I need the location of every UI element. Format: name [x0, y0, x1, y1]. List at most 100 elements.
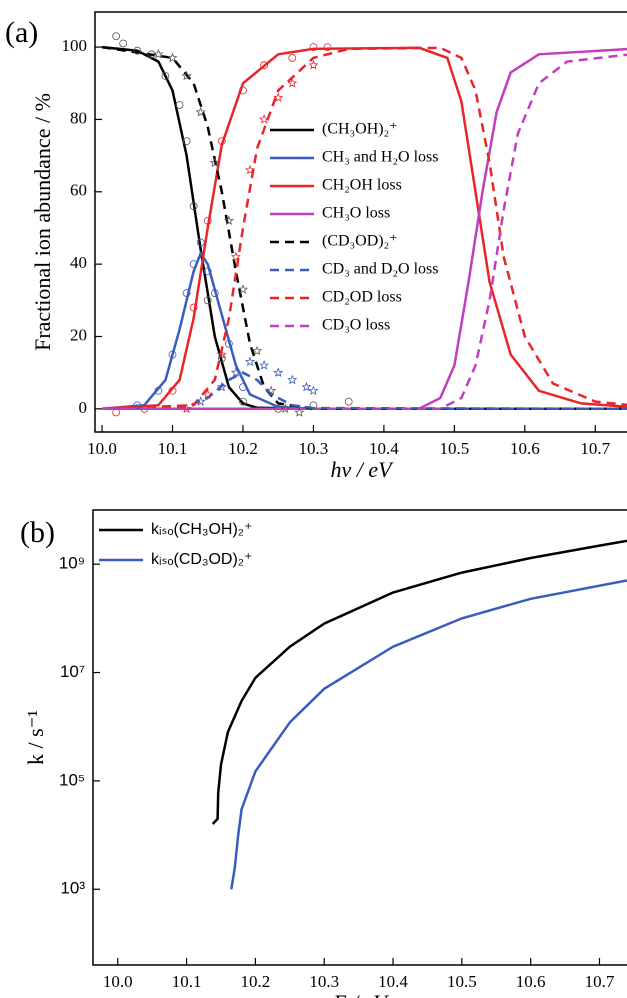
x-tick-label: 10.1: [158, 439, 188, 458]
data-point: [195, 396, 206, 406]
y-tick-label: 10⁹: [59, 554, 85, 573]
data-point: [237, 284, 249, 294]
data-point: [344, 397, 353, 406]
data-point: [239, 86, 247, 95]
line: [102, 53, 627, 411]
data-point: [323, 43, 332, 51]
data-point: [216, 381, 227, 392]
data-point: [133, 46, 142, 55]
data-point: [195, 106, 206, 117]
data-point: [224, 339, 233, 348]
x-tick-label: 10.4: [369, 439, 399, 458]
x-axis-label: E / eV: [332, 990, 389, 998]
data-point: [112, 408, 121, 417]
x-tick-label: 10.7: [580, 439, 610, 458]
y-tick-label: 60: [70, 181, 87, 200]
data-point: [217, 354, 226, 363]
legend-label: CD₂OD loss: [322, 289, 402, 306]
data-point: [287, 374, 298, 385]
data-point: [119, 39, 128, 48]
data-point: [189, 202, 198, 211]
data-point: [308, 59, 319, 70]
legend-label: (CD₃OD)₂⁺: [322, 233, 398, 250]
x-tick-label: 10.6: [516, 972, 546, 991]
line: [230, 579, 627, 890]
line: [102, 47, 627, 411]
line: [101, 45, 627, 411]
data-point: [216, 349, 227, 359]
axis-frame: [94, 11, 627, 433]
data-point: [301, 381, 312, 392]
x-tick-label: 10.2: [228, 439, 258, 458]
data-point: [161, 72, 170, 80]
data-point: [273, 92, 284, 103]
legend-label: CH₂OH loss: [322, 177, 402, 194]
data-point: [210, 289, 219, 297]
data-point: [140, 404, 149, 413]
data-point: [217, 137, 226, 146]
line: [211, 539, 627, 825]
data-point: [294, 407, 305, 417]
x-tick-label: 10.5: [439, 439, 469, 458]
data-point: [274, 404, 283, 413]
data-point: [182, 289, 191, 297]
y-axis-label: Fractional ion abundance / %: [30, 93, 55, 351]
data-point: [189, 260, 198, 269]
panel-label: (a): [5, 16, 38, 49]
legend-label: CH₃ and H₂O loss: [322, 149, 439, 166]
data-point: [259, 114, 270, 124]
data-point: [239, 383, 247, 392]
line: [101, 46, 627, 411]
y-tick-label: 10³: [60, 879, 85, 898]
data-point: [202, 389, 213, 399]
axis-frame: [92, 509, 627, 966]
x-axis-label: hν / eV: [330, 457, 394, 482]
data-point: [266, 385, 277, 396]
data-point: [244, 164, 256, 175]
x-tick-label: 10.1: [172, 972, 202, 991]
data-point: [309, 43, 318, 51]
data-point: [308, 385, 319, 396]
data-point: [230, 251, 241, 262]
legend-label: CD₃ and D₂O loss: [322, 261, 439, 278]
data-point: [181, 403, 192, 414]
data-point: [154, 386, 163, 395]
data-point: [167, 52, 178, 63]
x-tick-label: 10.2: [241, 972, 271, 991]
y-tick-label: 0: [79, 398, 88, 417]
data-point: [309, 401, 318, 410]
data-point: [252, 345, 263, 356]
data-point: [260, 61, 269, 70]
data-point: [168, 350, 177, 359]
data-point: [203, 216, 212, 225]
x-tick-label: 10.6: [510, 439, 540, 458]
data-point: [259, 360, 270, 370]
data-point: [288, 54, 297, 62]
data-point: [175, 101, 184, 109]
x-tick-label: 10.3: [299, 439, 329, 458]
data-point: [203, 267, 212, 276]
line: [101, 250, 627, 411]
y-tick-label: 20: [70, 325, 87, 344]
data-point: [203, 296, 212, 305]
x-tick-label: 10.7: [585, 972, 615, 991]
data-point: [147, 50, 156, 59]
data-point: [182, 137, 191, 146]
data-point: [239, 397, 247, 406]
data-point: [280, 403, 291, 414]
data-point: [189, 303, 198, 312]
data-point: [209, 157, 220, 168]
data-point: [181, 70, 192, 81]
y-tick-label: 10⁵: [59, 770, 85, 789]
data-point: [273, 367, 284, 377]
data-point: [244, 356, 256, 367]
x-tick-label: 10.3: [309, 972, 339, 991]
y-axis-label: k / s⁻¹: [23, 710, 48, 765]
x-tick-label: 10.0: [87, 439, 117, 458]
x-tick-label: 10.5: [447, 972, 477, 991]
data-point: [168, 386, 177, 395]
legend-label: (CH₃OH)₂⁺: [322, 121, 398, 138]
data-point: [112, 32, 121, 41]
data-point: [196, 238, 205, 247]
